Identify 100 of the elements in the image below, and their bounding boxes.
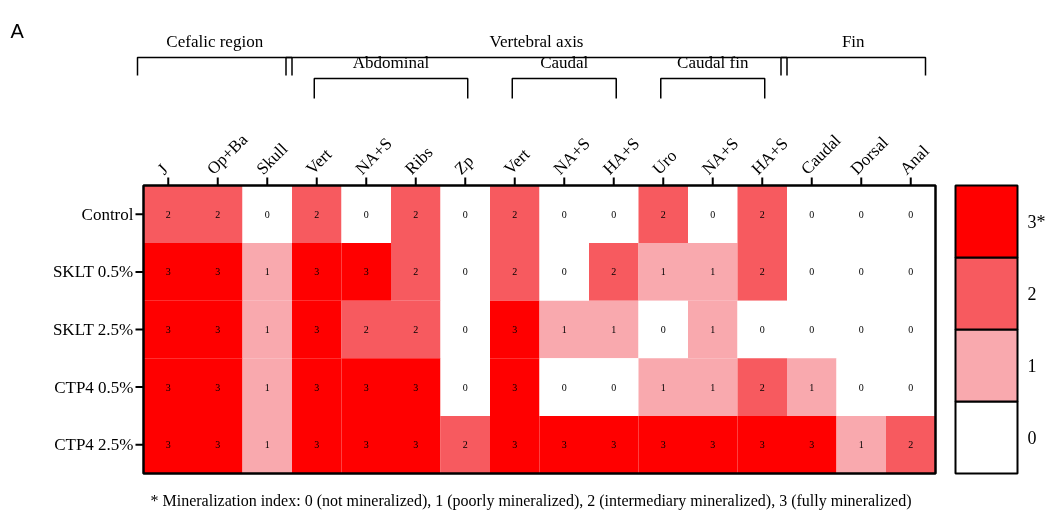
data-label: 0	[908, 208, 914, 220]
data-label: 0	[858, 266, 864, 278]
data-label: 1	[710, 266, 716, 278]
data-label: 0	[908, 266, 914, 278]
data-label: 3	[165, 439, 171, 451]
data-label: 3	[314, 266, 320, 278]
data-label: 3	[215, 381, 221, 393]
data-label: 3	[413, 381, 419, 393]
data-label: 3	[314, 439, 320, 451]
x-tick-label: Vert	[500, 144, 534, 179]
data-label: 1	[264, 439, 270, 451]
data-label: 1	[611, 324, 617, 335]
data-label: 1	[264, 266, 270, 278]
data-label: 0	[561, 266, 567, 278]
data-label: 1	[710, 381, 716, 393]
data-label: 1	[264, 324, 270, 335]
data-label: 3	[561, 439, 567, 451]
data-label: 3	[165, 324, 171, 335]
data-label: 2	[512, 208, 518, 220]
data-label: 2	[660, 208, 666, 220]
color-bar-label: 1	[1027, 356, 1037, 376]
data-label: 3	[759, 439, 765, 451]
data-label: 0	[858, 324, 864, 335]
y-tick-label: CTP4 0.5%	[54, 377, 134, 397]
data-label: 1	[660, 381, 666, 393]
data-label: 0	[462, 266, 468, 278]
data-label: 0	[611, 208, 617, 220]
text: Fin	[841, 32, 866, 51]
color-bar-label: 2	[1027, 284, 1037, 304]
data-label: 2	[413, 324, 419, 335]
data-label: 2	[759, 266, 765, 278]
data-label: 0	[908, 324, 914, 335]
color-bar-label: 0	[1027, 428, 1037, 448]
data-label: 2	[165, 208, 171, 220]
data-label: 2	[215, 208, 221, 220]
x-tick-label: Uro	[648, 146, 681, 179]
data-label: 0	[908, 381, 914, 393]
data-label: 3	[611, 439, 617, 451]
data-label: 1	[660, 266, 666, 278]
data-label: 3	[710, 439, 716, 451]
y-tick-label: SKLT 2.5%	[52, 320, 134, 339]
data-label: 2	[314, 208, 320, 220]
data-label: 0	[462, 324, 468, 335]
data-label: 2	[462, 439, 468, 451]
data-label: 1	[710, 324, 716, 335]
data-label: 3	[215, 266, 221, 278]
data-label: 0	[809, 324, 815, 335]
data-label: 3	[314, 324, 320, 335]
data-label: 3	[165, 381, 171, 393]
data-label: 2	[908, 439, 914, 451]
data-label: 0	[858, 208, 864, 220]
text: Cefalic region	[166, 32, 264, 51]
data-label: 3	[165, 266, 171, 278]
data-label: 0	[264, 208, 270, 220]
y-tick-label: Control	[81, 204, 134, 224]
data-label: 0	[710, 208, 716, 220]
data-label: 2	[611, 266, 617, 278]
y-tick-label: CTP4 2.5%	[54, 435, 134, 455]
data-label: 0	[611, 381, 617, 393]
text: A	[10, 19, 25, 42]
text: Vertebral axis	[489, 32, 584, 51]
data-label: 1	[858, 439, 864, 451]
data-label: 3	[363, 439, 369, 451]
data-label: 2	[759, 208, 765, 220]
data-label: 0	[809, 266, 815, 278]
data-label: 2	[413, 266, 419, 278]
x-tick-label: Vert	[302, 144, 336, 179]
data-label: 3	[660, 439, 666, 451]
data-label: 2	[759, 381, 765, 393]
data-label: 3	[215, 439, 221, 451]
data-label: 0	[561, 381, 567, 393]
data-label: 3	[512, 381, 518, 393]
data-label: 3	[512, 324, 518, 335]
data-label: 3	[413, 439, 419, 451]
data-label: 2	[413, 208, 419, 220]
y-tick-label: SKLT 0.5%	[52, 262, 134, 282]
text: Abdominal	[352, 53, 430, 72]
x-tick-label: Zp	[450, 151, 478, 179]
data-label: 0	[660, 324, 666, 335]
data-label: 1	[561, 324, 567, 335]
data-label: 0	[858, 381, 864, 393]
data-label: 3	[809, 439, 815, 451]
data-label: 3	[363, 266, 369, 278]
data-label: 1	[809, 381, 815, 393]
data-label: 0	[561, 208, 567, 220]
data-label: 3	[314, 381, 320, 393]
text: * Mineralization index: 0 (not mineralized), 1 (poorly mineralized), 2 (intermediary mineralized), 3 (fully mineralized)	[150, 492, 912, 510]
data-label: 0	[809, 208, 815, 220]
data-label: 3	[215, 324, 221, 335]
data-label: 0	[462, 381, 468, 393]
data-label: 0	[462, 208, 468, 220]
data-label: 3	[512, 439, 518, 451]
data-label: 0	[759, 324, 765, 335]
data-label: 0	[363, 208, 369, 220]
data-label: 2	[512, 266, 518, 278]
data-label: 1	[264, 381, 270, 393]
color-bar-label: 3*	[1027, 211, 1046, 232]
data-label: 2	[363, 324, 369, 335]
x-tick-label: J	[153, 159, 172, 179]
x-tick-label: Ribs	[401, 142, 437, 179]
